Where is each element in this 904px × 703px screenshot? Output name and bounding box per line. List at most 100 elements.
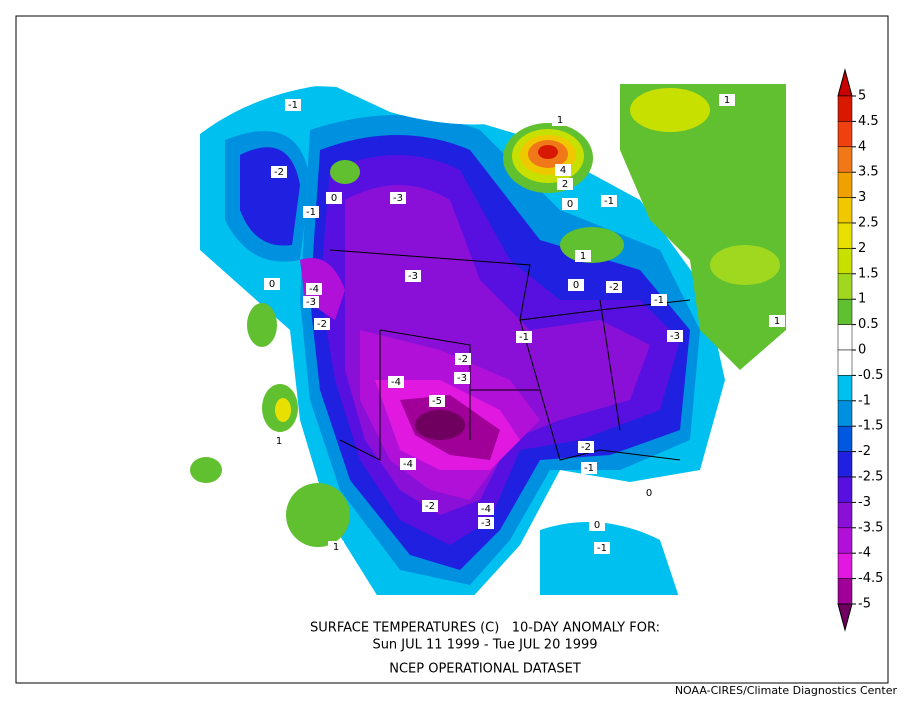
contour-label: -2 [581, 442, 591, 453]
contour-label: 1 [724, 95, 730, 106]
colorbar-label: -2.5 [858, 470, 883, 485]
contour-label: 0 [594, 520, 600, 531]
contour-label: 0 [573, 280, 579, 291]
anomaly-area [415, 410, 465, 440]
contour-label-box [555, 164, 571, 176]
colorbar-label: 3 [858, 190, 866, 205]
anomaly-area [190, 457, 222, 483]
colorbar-label: 1 [858, 292, 866, 307]
contour-label-box [651, 294, 667, 306]
contour-label-box [400, 458, 416, 470]
colorbar-label: -1 [858, 393, 871, 408]
credit: NOAA-CIRES/Climate Diagnostics Center [675, 684, 898, 697]
colorbar-bin [837, 298, 853, 325]
anomaly-area [300, 258, 345, 320]
colorbar-bin [837, 324, 853, 351]
anomaly-area [710, 245, 780, 285]
contour-label: 0 [567, 199, 573, 210]
contour-label: -1 [288, 100, 298, 111]
title-line: Sun JUL 11 1999 - Tue JUL 20 1999 [372, 638, 597, 653]
contour-label-box [303, 296, 319, 308]
contour-label-box [328, 541, 344, 553]
contour-label-box [454, 372, 470, 384]
contour-label: -1 [584, 463, 594, 474]
contour-label: -4 [403, 459, 413, 470]
colorbar-bin [837, 273, 853, 300]
contour-label: -3 [670, 331, 680, 342]
colorbar-bin [837, 248, 853, 275]
title-line: NCEP OPERATIONAL DATASET [389, 662, 581, 677]
contour-label-box [568, 279, 584, 291]
colorbar-label: -0.5 [858, 368, 883, 383]
anomaly-area [540, 522, 680, 595]
contour-label: -3 [481, 518, 491, 529]
contour-label-box [589, 519, 605, 531]
colorbar-bin [837, 197, 853, 224]
colorbar-bin [837, 552, 853, 579]
contour-label-box [557, 178, 573, 190]
contour-label: -4 [309, 284, 319, 295]
contour-label: -4 [481, 504, 491, 515]
anomaly-area [247, 303, 277, 347]
anomaly-area [538, 145, 558, 159]
contour-label: 4 [560, 165, 566, 176]
contour-label: -3 [457, 373, 467, 384]
colorbar-bin [837, 349, 853, 376]
contour-label-box [562, 198, 578, 210]
contour-label-box [455, 353, 471, 365]
frame [15, 15, 889, 684]
colorbar-label: -3.5 [858, 520, 883, 535]
contour-label: 1 [580, 251, 586, 262]
colorbar-label: 0 [858, 343, 866, 358]
colorbar-bin [837, 476, 853, 503]
contour-label-box [429, 395, 445, 407]
colorbar-bin [837, 400, 853, 427]
colorbar-bin [837, 502, 853, 529]
colorbar-label: -5 [858, 597, 871, 612]
anomaly-area [630, 88, 710, 132]
contour-label-box [271, 435, 287, 447]
colorbar-label: 2 [858, 241, 866, 256]
colorbar-arrow [837, 603, 853, 632]
contour-label-box [719, 94, 735, 106]
contour-label-box [552, 114, 568, 126]
contour-label: -4 [391, 377, 401, 388]
contour-label: -1 [306, 207, 316, 218]
contour-label: -1 [597, 543, 607, 554]
contour-label-box [581, 462, 597, 474]
contour-label: 1 [557, 115, 563, 126]
contour-label: 1 [276, 436, 282, 447]
colorbar-label: -2 [858, 444, 871, 459]
contour-label: -1 [654, 295, 664, 306]
contour-label-box [314, 318, 330, 330]
contour-label-box [303, 206, 319, 218]
contour-label: -3 [393, 193, 403, 204]
colorbar-label: -4 [858, 546, 871, 561]
colorbar-label: -3 [858, 495, 871, 510]
colorbar-bin [837, 425, 853, 452]
contour-label: -3 [408, 271, 418, 282]
contour-label-box [641, 487, 657, 499]
contour-label-box [390, 192, 406, 204]
colorbar-label: 0.5 [858, 317, 879, 332]
contour-label: -2 [274, 167, 284, 178]
contour-label-box [405, 270, 421, 282]
anomaly-area [560, 227, 624, 263]
colorbar-label: -4.5 [858, 571, 883, 586]
contour-label-box [326, 192, 342, 204]
colorbar-label: 5 [858, 89, 866, 104]
colorbar-bin [837, 578, 853, 605]
colorbar-bin [837, 375, 853, 402]
contour-label: 0 [331, 193, 337, 204]
colorbar-bin [837, 171, 853, 198]
contour-label: 2 [562, 179, 568, 190]
contour-label: -3 [306, 297, 316, 308]
contour-label-box [594, 542, 610, 554]
contour-label-box [667, 330, 683, 342]
contour-label-box [388, 376, 404, 388]
contour-label-box [769, 315, 785, 327]
contour-label: -1 [519, 332, 529, 343]
contour-label: 1 [333, 542, 339, 553]
colorbar-label: 4 [858, 139, 866, 154]
